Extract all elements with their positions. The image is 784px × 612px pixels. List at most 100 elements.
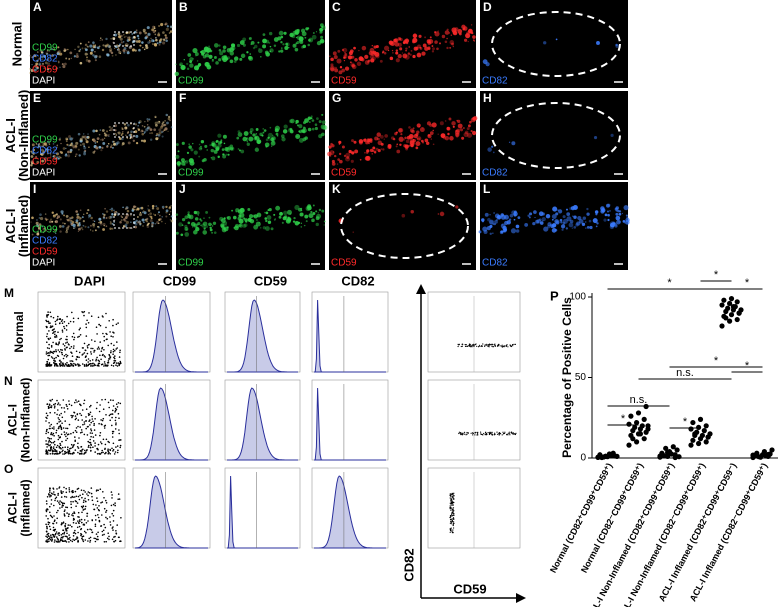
signal	[249, 130, 253, 134]
cell-dot	[54, 497, 57, 500]
signal	[320, 40, 323, 43]
data-dot	[696, 440, 702, 447]
cell-dot	[110, 350, 112, 352]
signal	[38, 62, 42, 66]
cell-dot	[81, 409, 84, 411]
signal	[581, 222, 586, 227]
signal	[370, 51, 376, 57]
signal	[104, 133, 108, 137]
cell-dot	[498, 432, 500, 434]
cell-dot	[501, 344, 503, 346]
signal	[94, 142, 97, 144]
signal	[395, 131, 398, 134]
cell-dot	[480, 433, 482, 435]
cell-dot	[61, 351, 63, 354]
cell-dot	[75, 417, 77, 420]
signal	[155, 37, 157, 39]
signal	[79, 217, 82, 220]
signal	[264, 50, 269, 55]
signal	[218, 48, 222, 52]
signal	[264, 217, 268, 220]
cell-dot	[68, 513, 70, 515]
cell-dot	[83, 519, 86, 521]
cell-dot	[453, 514, 455, 516]
signal	[47, 58, 50, 61]
cell-dot	[45, 510, 48, 513]
signal	[81, 228, 84, 231]
signal	[188, 214, 194, 220]
signal	[345, 152, 351, 158]
signal	[181, 224, 184, 226]
signal	[601, 208, 606, 213]
cell-dot	[46, 403, 48, 406]
cell-dot	[490, 431, 492, 433]
signal	[78, 221, 81, 224]
cell-dot	[450, 528, 452, 531]
micrograph	[329, 91, 476, 180]
data-dot	[659, 452, 665, 458]
signal	[262, 128, 264, 130]
signal	[130, 221, 132, 223]
signal	[354, 58, 358, 62]
cell-dot	[498, 343, 500, 345]
signal	[488, 219, 495, 225]
signal	[102, 222, 106, 226]
signal	[168, 115, 171, 118]
signal	[497, 215, 501, 219]
signal	[220, 218, 226, 224]
signal	[188, 143, 190, 145]
signal	[466, 127, 470, 131]
cell-dot	[451, 508, 453, 510]
signal	[151, 207, 155, 210]
signal	[109, 227, 112, 230]
cell-dot	[114, 419, 117, 422]
cell-dot	[105, 509, 108, 512]
signal	[30, 221, 32, 223]
signal	[137, 127, 139, 130]
cell-dot	[72, 512, 74, 515]
signal	[88, 214, 92, 218]
signal	[115, 211, 118, 213]
cell-dot	[66, 433, 69, 436]
signal	[432, 47, 435, 51]
cell-dot	[70, 443, 73, 446]
data-dot	[701, 428, 707, 434]
cell-dot	[56, 399, 58, 402]
signal	[52, 143, 55, 145]
panel-letter: B	[179, 0, 188, 14]
signal	[487, 217, 491, 222]
signal	[70, 222, 73, 226]
cell-dot	[54, 320, 57, 323]
signal	[444, 120, 447, 122]
signal	[36, 224, 40, 228]
signal	[41, 62, 44, 65]
cell-dot	[56, 318, 59, 321]
cell-dot	[79, 494, 81, 497]
cell-dot	[50, 346, 53, 348]
cell-dot	[115, 348, 117, 350]
signal	[168, 206, 172, 210]
cell-dot	[487, 345, 489, 347]
signal	[71, 144, 74, 147]
cell-dot	[50, 364, 53, 366]
cell-dot	[50, 356, 53, 358]
signal	[461, 136, 465, 140]
signal	[48, 220, 52, 224]
signal	[202, 230, 208, 235]
cell-dot	[62, 449, 64, 452]
signal	[74, 155, 77, 157]
cell-dot	[101, 534, 104, 536]
signal	[417, 44, 421, 49]
signal	[489, 213, 491, 216]
signal	[117, 48, 119, 51]
data-dot	[690, 419, 696, 426]
data-dot	[635, 410, 642, 416]
cell-dot	[78, 437, 80, 439]
signal	[147, 208, 149, 210]
channel-label: DAPI	[32, 258, 55, 269]
cell-dot	[502, 431, 504, 433]
signal	[86, 136, 89, 139]
cell-dot	[494, 432, 496, 434]
signal	[164, 36, 168, 40]
